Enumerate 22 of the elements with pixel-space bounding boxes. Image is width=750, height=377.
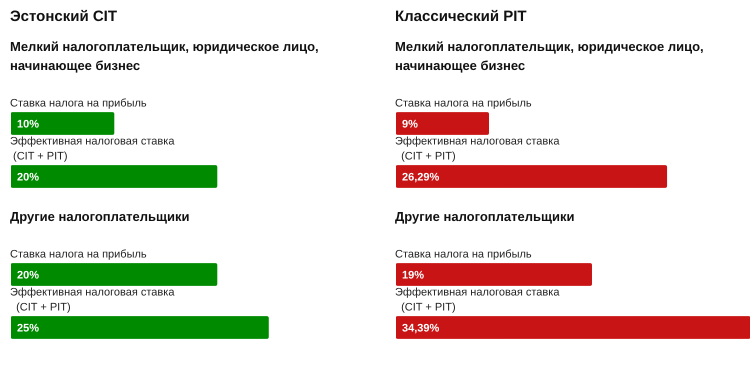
- data-label: 25%: [17, 322, 40, 335]
- chart-subtitle: Другие налогоплательщики: [10, 208, 190, 226]
- y-tick-label: Эффективная налоговая ставка (CIT + PIT): [10, 286, 176, 314]
- chart-subtitle: Мелкий налогоплательщик, юридическое лицо, начинающее бизнес: [10, 38, 320, 75]
- data-label: 20%: [17, 172, 40, 184]
- data-label: 26,29%: [402, 172, 440, 184]
- y-tick-label: Эффективная налоговая ставка (CIT + PIT): [395, 136, 560, 162]
- y-tick-label: Ставка налога на прибыль: [395, 98, 532, 110]
- chart-subtitle: Мелкий налогоплательщик, юридическое лицо, начинающее бизнес: [395, 38, 705, 75]
- y-tick-label: Ставка налога на прибыль: [395, 248, 532, 260]
- data-label: 9%: [402, 118, 418, 131]
- y-tick-label: Эффективная налоговая ставка (CIT + PIT): [395, 286, 560, 314]
- data-label: 20%: [17, 270, 40, 282]
- data-label: 19%: [402, 270, 424, 282]
- chart-title: Эстонский CIT: [10, 8, 118, 25]
- chart-title: Классический PIT: [395, 8, 528, 25]
- data-label: 34,39%: [402, 322, 440, 335]
- y-tick-label: Ставка налога на прибыль: [10, 98, 147, 110]
- y-tick-label: Эффективная налоговая ставка (CIT + PIT): [10, 136, 176, 162]
- chart-subtitle: Другие налогоплательщики: [395, 208, 576, 226]
- data-label: 10%: [17, 118, 40, 131]
- y-tick-label: Ставка налога на прибыль: [10, 248, 147, 260]
